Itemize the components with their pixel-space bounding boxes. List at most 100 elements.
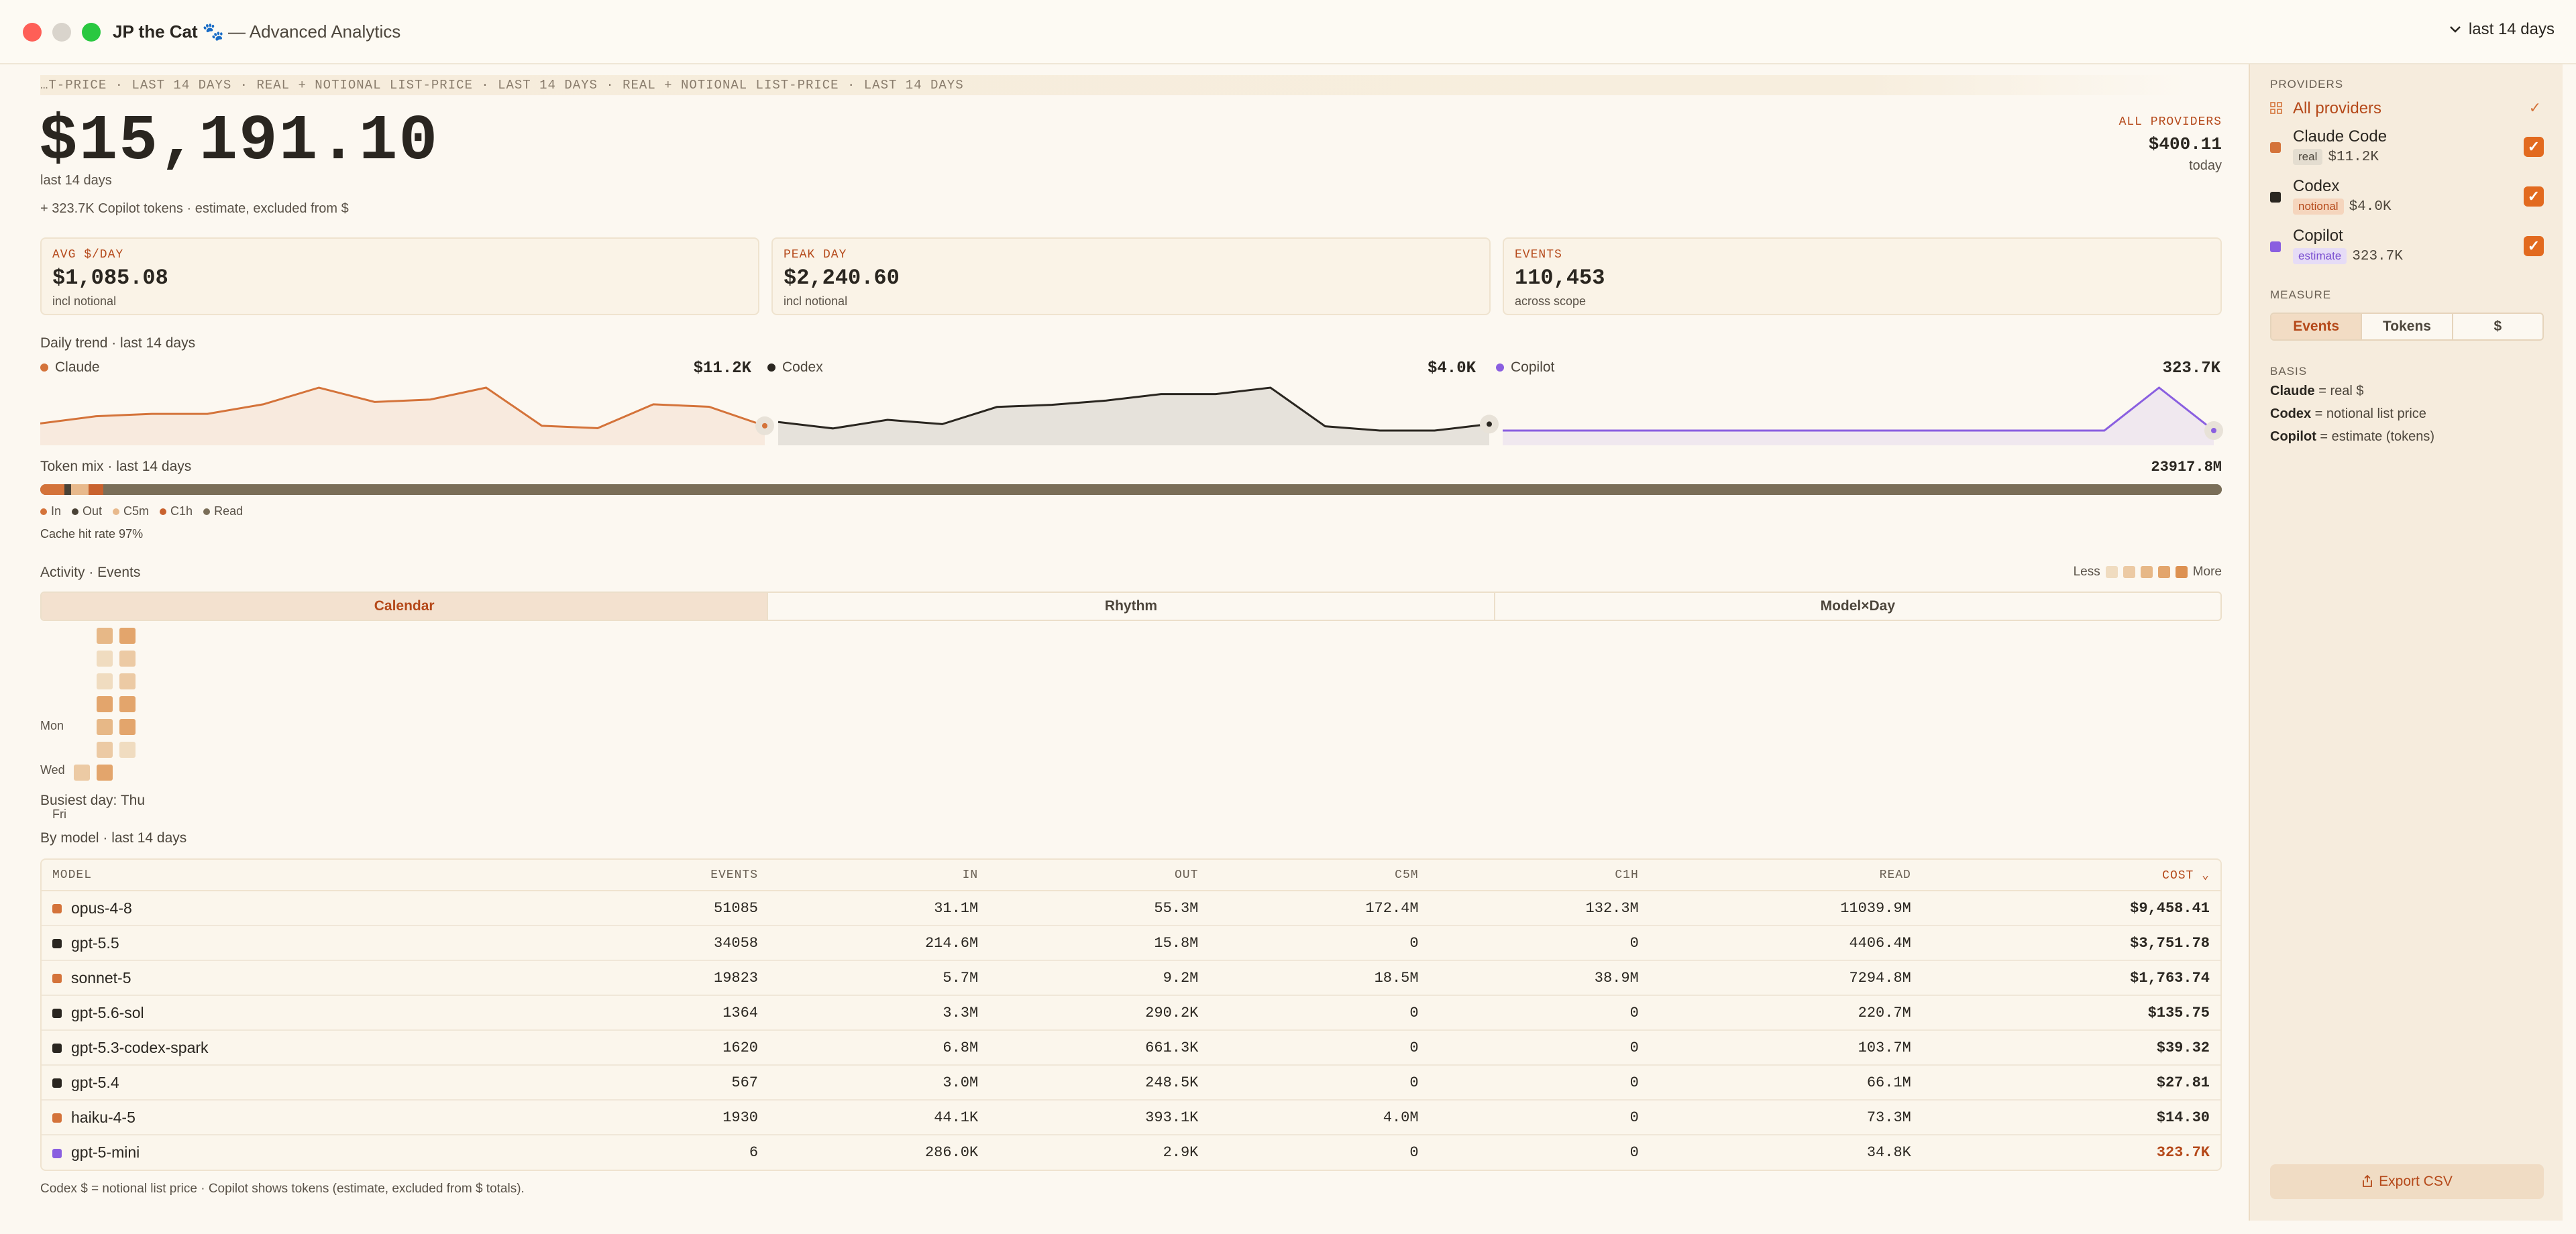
calendar-day-cell[interactable] (74, 765, 90, 781)
close-window-button[interactable] (23, 23, 42, 42)
calendar-day-cell[interactable] (97, 651, 113, 667)
legend-dot-icon (72, 508, 79, 515)
table-row[interactable]: gpt-5.3-codex-spark 1620 6.8M 661.3K 0 0 103.7… (42, 1030, 2220, 1066)
kpi-peak-day: PEAK DAY $2,240.60 incl notional (771, 237, 1491, 315)
model-name: gpt-5-mini (71, 1143, 140, 1161)
zoom-window-button[interactable] (82, 23, 101, 42)
spark-total-codex: $4.0K (1427, 359, 1476, 378)
kpi-value: $1,085.08 (52, 266, 168, 290)
legend-dot-icon (113, 508, 120, 515)
table-cell: 3.3M (769, 995, 989, 1031)
table-row[interactable]: gpt-5-mini 6 286.0K 2.9K 0 0 34.8K 323.7K (42, 1135, 2220, 1170)
column-header[interactable]: C5M (1209, 860, 1430, 891)
provider-amount: $4.0K (2349, 199, 2392, 215)
calendar-day-cell[interactable] (97, 765, 113, 781)
table-cell: 0 (1429, 925, 1650, 961)
table-cell: 38.9M (1429, 960, 1650, 996)
calendar-day-cell[interactable] (97, 673, 113, 689)
legend-dot-icon (203, 508, 211, 515)
token-segment-c5m (70, 484, 89, 495)
model-name: opus-4-8 (71, 899, 132, 917)
model-name: sonnet-5 (71, 968, 131, 987)
calendar-day-cell[interactable] (119, 651, 136, 667)
table-cell: $39.32 (1921, 1030, 2220, 1066)
calendar-day-cell[interactable] (97, 719, 113, 735)
measure-tab-dollars[interactable]: $ (2493, 319, 2502, 334)
model-color-swatch (52, 1148, 62, 1158)
basis-heading: BASIS (2270, 365, 2308, 378)
sparkline-codex (777, 386, 1490, 432)
table-cell: 393.1K (989, 1100, 1210, 1135)
column-header[interactable]: EVENTS (565, 860, 769, 891)
table-cell: 0 (1209, 995, 1430, 1031)
tab-model-day[interactable]: Model×Day (1820, 598, 1896, 614)
provider-checkbox[interactable]: ✓ (2524, 236, 2544, 256)
table-row[interactable]: haiku-4-5 1930 44.1K 393.1K 4.0M 0 73.3M $14.30 (42, 1100, 2220, 1135)
token-segment-c1h (88, 484, 104, 495)
export-label: Export CSV (2379, 1174, 2453, 1189)
calendar-day-cell[interactable] (119, 742, 136, 758)
provider-row-claude-code[interactable]: Claude Code real $11.2K ✓ (2270, 127, 2544, 172)
provider-color-swatch (2270, 142, 2281, 153)
table-cell: 103.7M (1649, 1030, 1922, 1066)
column-header[interactable]: COST ⌄ (1921, 860, 2220, 891)
model-color-swatch (52, 939, 62, 949)
export-csv-button[interactable]: Export CSV (2270, 1164, 2544, 1199)
table-row[interactable]: opus-4-8 51085 31.1M 55.3M 172.4M 132.3M 11039… (42, 891, 2220, 926)
provider-row-copilot[interactable]: Copilot estimate 323.7K ✓ (2270, 227, 2544, 271)
table-row[interactable]: gpt-5.4 567 3.0M 248.5K 0 0 66.1M $27.81 (42, 1065, 2220, 1101)
copilot-dot-icon (1496, 363, 1504, 372)
series-name: Codex (782, 359, 823, 375)
sparkline-area-claude (40, 388, 765, 445)
table-cell: 2.9K (1163, 1144, 1199, 1161)
column-header[interactable]: MODEL (42, 860, 566, 891)
less-label: Less (2073, 565, 2100, 579)
token-legend-item: Out (72, 504, 102, 518)
all-providers-toggle[interactable]: All providers ✓ (2270, 98, 2544, 121)
measure-tab-tokens[interactable]: Tokens (2362, 314, 2453, 339)
model-color-swatch (52, 904, 62, 914)
provider-row-codex[interactable]: Codex notional $4.0K ✓ (2270, 177, 2544, 221)
table-cell: $14.30 (1921, 1100, 2220, 1135)
calendar-day-cell[interactable] (119, 628, 136, 644)
range-dropdown[interactable]: last 14 days (2449, 20, 2555, 39)
footnote: Codex $ = notional list price · Copilot … (40, 1182, 525, 1196)
column-header[interactable]: C1H (1429, 860, 1650, 891)
table-cell: $9,458.41 (1921, 891, 2220, 926)
table-cell: 286.0K (924, 1144, 979, 1161)
basis-value: = estimate (tokens) (2316, 429, 2435, 444)
tab-calendar[interactable]: Calendar (42, 593, 769, 620)
column-header[interactable]: READ (1649, 860, 1922, 891)
kpi-label: AVG $/DAY (52, 248, 124, 262)
spark-total-claude: $11.2K (693, 359, 751, 378)
model-cell: opus-4-8 (42, 891, 566, 926)
calendar-day-cell[interactable] (119, 673, 136, 689)
calendar-day-cell[interactable] (119, 719, 136, 735)
provider-checkbox[interactable]: ✓ (2524, 186, 2544, 207)
minimize-window-button[interactable] (52, 23, 71, 42)
table-row[interactable]: gpt-5.5 34058 214.6M 15.8M 0 0 4406.4M $3,751.7… (42, 925, 2220, 961)
checkmark-icon: ✓ (2528, 99, 2541, 116)
measure-tab-events[interactable]: Events (2271, 314, 2363, 339)
tab-rhythm[interactable]: Rhythm (768, 593, 1495, 620)
column-header[interactable]: OUT (989, 860, 1210, 891)
table-row[interactable]: gpt-5.6-sol 1364 3.3M 290.2K 0 0 220.7M $135.75 (42, 995, 2220, 1031)
basis-value: = notional list price (2311, 406, 2426, 421)
token-mix-heading: Token mix · last 14 days (40, 459, 192, 474)
calendar-day-cell[interactable] (97, 628, 113, 644)
calendar-day-cell[interactable] (119, 696, 136, 712)
calendar-day-cell[interactable] (97, 696, 113, 712)
basis-copilot: Copilot = estimate (tokens) (2270, 429, 2434, 445)
app-title: JP the Cat 🐾 (113, 21, 225, 42)
table-cell: 19823 (565, 960, 769, 996)
provider-color-swatch (2270, 241, 2281, 252)
table-row[interactable]: sonnet-5 19823 5.7M 9.2M 18.5M 38.9M 7294.8M $1… (42, 960, 2220, 996)
more-label: More (2192, 565, 2222, 579)
column-header[interactable]: IN (769, 860, 989, 891)
measure-heading: MEASURE (2270, 288, 2332, 301)
calendar-day-cell[interactable] (97, 742, 113, 758)
kpi-value: $2,240.60 (784, 266, 900, 290)
provider-checkbox[interactable]: ✓ (2524, 137, 2544, 157)
table-cell: 4.0M (1209, 1100, 1430, 1135)
kpi-avg-per-day: AVG $/DAY $1,085.08 incl notional (40, 237, 759, 315)
